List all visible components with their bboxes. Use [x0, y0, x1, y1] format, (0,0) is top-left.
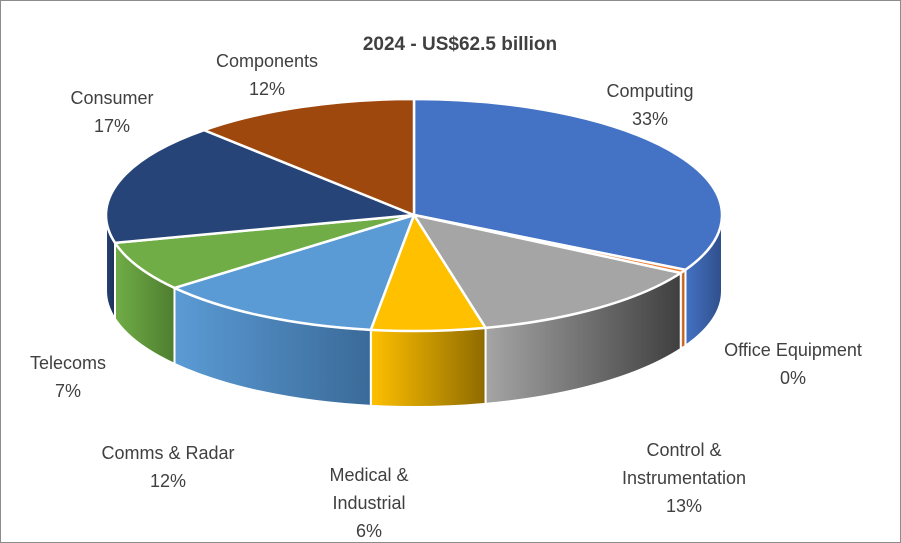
label-percent: 12% — [249, 79, 285, 99]
data-label-telecoms: Telecoms 7% — [30, 353, 106, 401]
label-text: Office Equipment — [724, 340, 862, 360]
slice-telecoms — [113, 213, 416, 290]
label-text: Components — [216, 51, 318, 71]
label-percent: 13% — [666, 496, 702, 516]
slice-computing — [412, 97, 724, 272]
label-percent: 17% — [94, 116, 130, 136]
data-label-computing: Computing 33% — [606, 81, 693, 129]
label-percent: 0% — [780, 368, 806, 388]
slice-side-medical-industrial — [369, 326, 487, 408]
data-label-components: Components 12% — [216, 51, 318, 99]
label-text: Consumer — [70, 88, 153, 108]
slice-comms-radar — [173, 213, 416, 332]
data-label-medical-industrial: Medical & Industrial 6% — [329, 465, 408, 541]
label-text: Control & — [646, 440, 721, 460]
pie-top-layer — [104, 97, 724, 333]
label-text: Computing — [606, 81, 693, 101]
data-labels: Computing 33% Office Equipment 0% Control & I… — [30, 51, 862, 541]
slice-components — [202, 97, 416, 217]
label-percent: 12% — [150, 471, 186, 491]
slice-control-instrumentation — [412, 213, 682, 330]
slice-consumer — [104, 128, 416, 245]
data-label-control-instrumentation: Control & Instrumentation 13% — [622, 440, 746, 516]
chart-title: 2024 - US$62.5 billion — [363, 34, 557, 55]
label-text: Medical & — [329, 465, 408, 485]
data-label-office-equipment: Office Equipment 0% — [724, 340, 862, 388]
label-percent: 7% — [55, 381, 81, 401]
label-text: Comms & Radar — [101, 443, 234, 463]
label-text: Telecoms — [30, 353, 106, 373]
data-label-comms-radar: Comms & Radar 12% — [101, 443, 234, 491]
label-percent: 33% — [632, 109, 668, 129]
label-text: Instrumentation — [622, 468, 746, 488]
label-text: Industrial — [332, 493, 405, 513]
pie-depth-layer — [105, 214, 723, 408]
label-percent: 6% — [356, 521, 382, 541]
data-label-consumer: Consumer 17% — [70, 88, 153, 136]
